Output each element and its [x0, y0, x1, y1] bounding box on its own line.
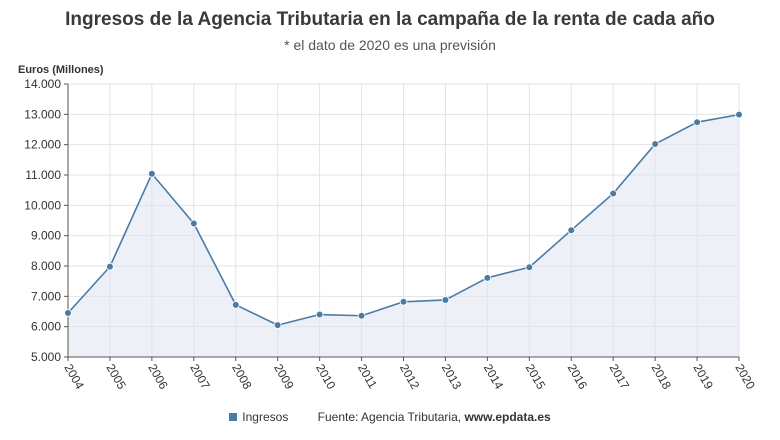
y-tick-label: 7.000 [31, 289, 61, 303]
x-tick-label: 2015 [523, 362, 549, 392]
series-area-ingresos [68, 114, 739, 358]
data-point-2007[interactable] [190, 219, 198, 228]
y-tick-label: 8.000 [31, 259, 61, 273]
data-point-2015[interactable] [525, 263, 534, 272]
x-tick-label: 2009 [271, 362, 297, 392]
x-tick-label: 2017 [607, 362, 633, 392]
x-tick-label: 2018 [649, 362, 675, 392]
data-point-2018[interactable] [651, 140, 659, 148]
data-point-2014[interactable] [483, 274, 492, 282]
y-tick-label: 6.000 [31, 320, 61, 334]
chart-source: Fuente: Agencia Tributaria, www.epdata.e… [318, 410, 551, 424]
x-tick-label: 2013 [439, 362, 465, 392]
data-point-2020[interactable] [735, 110, 743, 119]
data-point-2006[interactable] [148, 169, 156, 178]
y-axis-label: Euros (Millones) [18, 64, 104, 76]
x-tick-label: 2004 [61, 362, 87, 392]
data-point-2008[interactable] [231, 301, 240, 309]
data-point-2004[interactable] [64, 309, 72, 317]
x-tick-label: 2014 [481, 362, 507, 392]
x-tick-label: 2005 [103, 362, 129, 392]
legend-label: Ingresos [242, 410, 289, 424]
data-point-2009[interactable] [273, 321, 282, 329]
x-tick-label: 2006 [145, 362, 171, 392]
chart-subtitle: * el dato de 2020 es una previsión [284, 37, 496, 53]
x-tick-label: 2007 [187, 362, 213, 392]
y-tick-label: 5.000 [31, 350, 61, 364]
x-tick-label: 2019 [690, 362, 716, 392]
data-point-2019[interactable] [693, 118, 701, 127]
x-tick-label: 2011 [355, 362, 380, 392]
data-point-2011[interactable] [357, 311, 366, 320]
x-tick-label: 2016 [565, 362, 591, 392]
y-tick-label: 13.000 [24, 107, 61, 121]
x-tick-label: 2008 [229, 362, 255, 392]
x-tick-label: 2010 [313, 362, 339, 392]
x-tick-label: 2020 [732, 362, 758, 392]
y-tick-label: 14.000 [24, 77, 61, 91]
y-tick-label: 9.000 [31, 229, 61, 243]
x-tick-label: 2012 [397, 362, 423, 392]
data-point-2016[interactable] [567, 226, 576, 235]
data-point-2005[interactable] [106, 262, 114, 271]
y-tick-label: 12.000 [24, 138, 61, 152]
chart-legend: Ingresos Fuente: Agencia Tributaria, www… [0, 410, 780, 424]
data-point-2017[interactable] [609, 189, 617, 198]
y-tick-label: 10.000 [24, 198, 61, 212]
data-point-2010[interactable] [315, 310, 324, 319]
data-point-2013[interactable] [441, 296, 450, 304]
source-prefix: Fuente: Agencia Tributaria, [317, 410, 465, 424]
source-site: www.epdata.es [464, 410, 551, 424]
chart-title: Ingresos de la Agencia Tributaria en la … [65, 9, 715, 30]
legend-swatch [229, 412, 238, 421]
data-point-2012[interactable] [399, 297, 408, 306]
y-tick-label: 11.000 [25, 168, 61, 182]
legend-item-ingresos: Ingresos [229, 410, 291, 424]
